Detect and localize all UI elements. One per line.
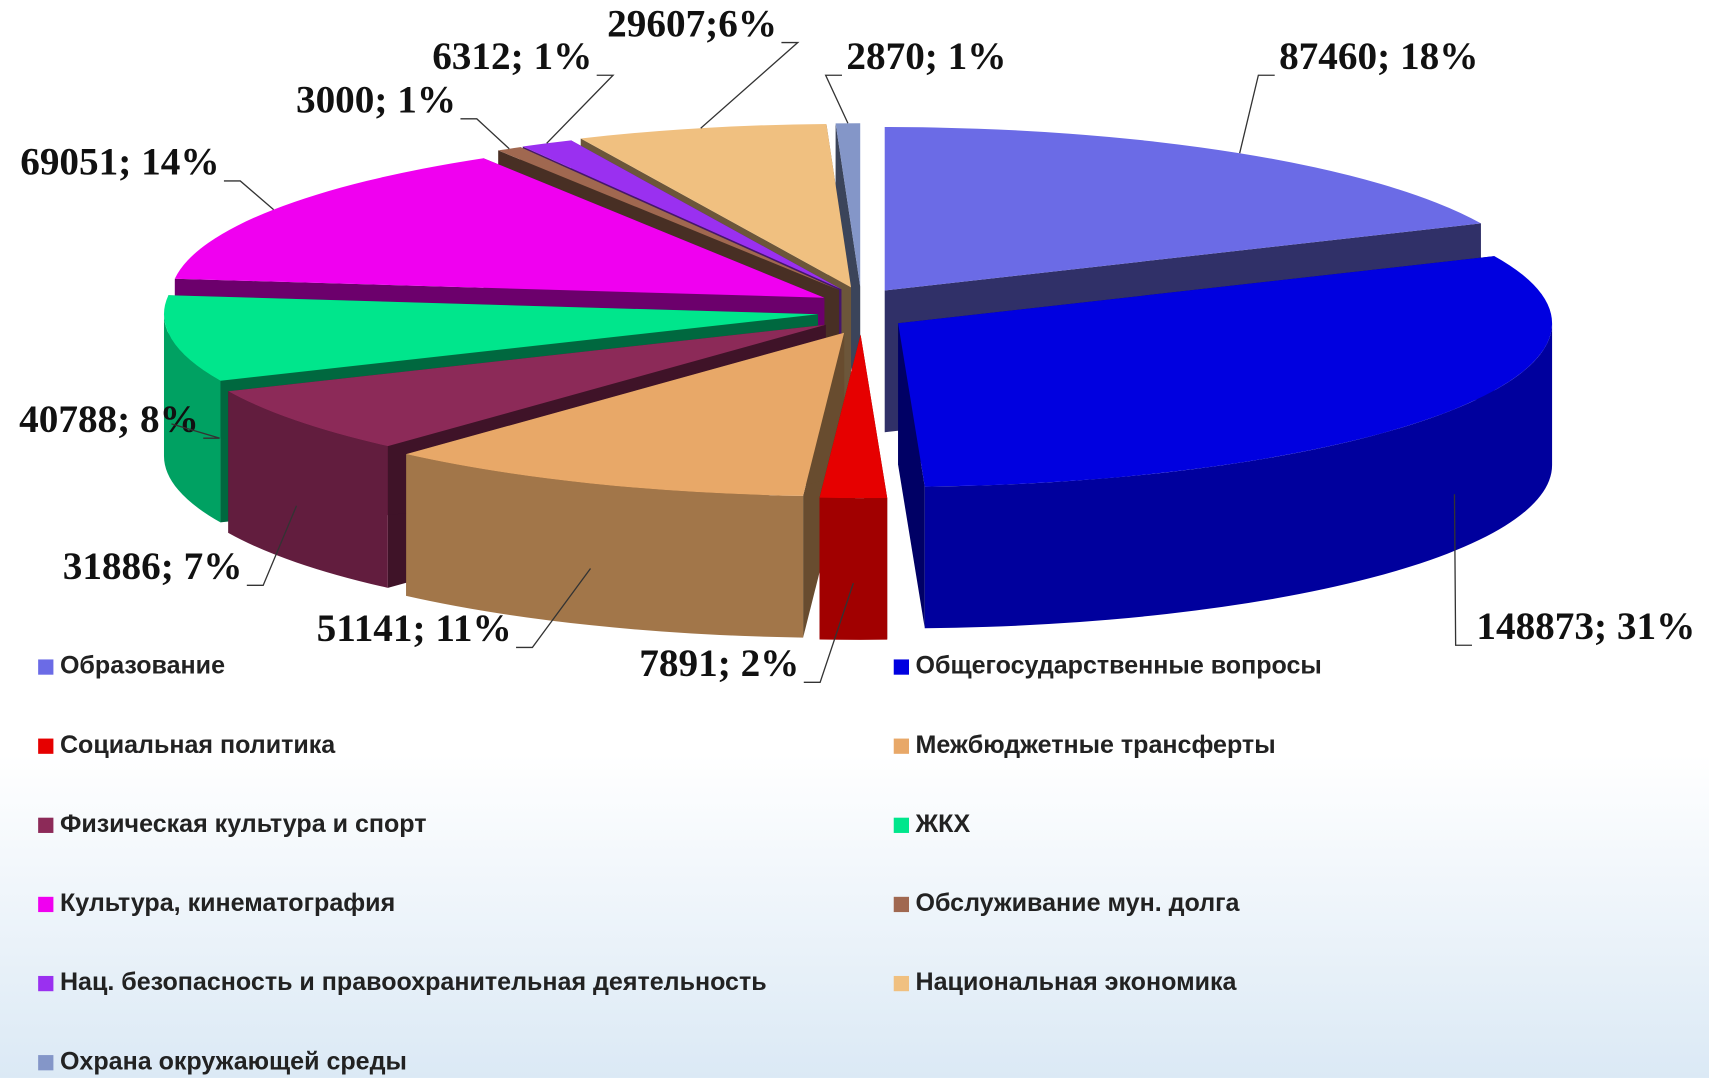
slice-wall bbox=[924, 323, 1553, 629]
slice-wall bbox=[406, 454, 804, 638]
leader-line bbox=[246, 505, 298, 586]
slice-wall bbox=[819, 497, 888, 640]
leader-line bbox=[460, 118, 510, 150]
data-label: 148873; 31% bbox=[1476, 605, 1695, 648]
data-label: 7891; 2% bbox=[639, 642, 799, 685]
slice bbox=[522, 140, 842, 290]
data-label: 51141; 11% bbox=[317, 607, 512, 650]
pie bbox=[163, 123, 1553, 640]
legend-label: Общегосударственные вопросы bbox=[916, 652, 1322, 680]
data-label: 87460; 18% bbox=[1279, 35, 1478, 78]
data-label: 69051; 14% bbox=[20, 141, 219, 184]
legend-swatch bbox=[893, 817, 909, 833]
leader-line bbox=[1453, 494, 1472, 646]
legend-swatch bbox=[38, 659, 54, 675]
leader-line bbox=[700, 41, 800, 129]
slice bbox=[835, 123, 861, 287]
data-label: 2870; 1% bbox=[846, 35, 1006, 78]
legend-label: Образование bbox=[60, 652, 225, 680]
legend-swatch bbox=[38, 817, 54, 833]
slice bbox=[174, 158, 825, 298]
legend-swatch bbox=[893, 975, 909, 992]
legend-swatch bbox=[38, 1055, 54, 1071]
legend-label: Обслуживание мун. долга bbox=[916, 889, 1241, 917]
leader-line bbox=[803, 582, 854, 683]
slice bbox=[898, 256, 1553, 487]
legend-swatch bbox=[893, 659, 909, 675]
legend-swatch bbox=[38, 738, 54, 754]
data-label: 6312; 1% bbox=[432, 35, 592, 78]
data-label: 31886; 7% bbox=[63, 545, 243, 588]
legend-label: Межбюджетные трансферты bbox=[916, 731, 1276, 759]
legend-label: Охрана окружающей среды bbox=[60, 1047, 407, 1075]
labels: 87460; 18% 148873; 31% 7891; 2% 51141; 11% 3… bbox=[19, 2, 1695, 685]
leader-line bbox=[1239, 74, 1275, 154]
data-label: 3000; 1% bbox=[296, 79, 456, 122]
legend-label: Национальная экономика bbox=[916, 968, 1238, 996]
legend-swatch bbox=[38, 896, 54, 913]
data-label: 29607;6% bbox=[607, 2, 777, 45]
legend-label: Физическая культура и спорт bbox=[60, 810, 427, 838]
legend-swatch bbox=[893, 738, 909, 754]
slice bbox=[884, 127, 1481, 291]
legend-swatch bbox=[893, 896, 909, 913]
data-label: 40788; 8% bbox=[19, 398, 199, 441]
legend: Образование Общегосударственные вопросы Со… bbox=[38, 652, 1322, 1075]
slice bbox=[580, 123, 852, 288]
slice-wall bbox=[228, 391, 388, 588]
leader-line bbox=[824, 74, 849, 124]
legend-label: Социальная политика bbox=[60, 731, 336, 759]
leader-line bbox=[223, 180, 275, 211]
leader-line bbox=[171, 423, 220, 439]
legend-label: ЖКХ bbox=[915, 810, 971, 838]
slice bbox=[163, 295, 818, 381]
legend-label: Нац. безопасность и правоохранительная д… bbox=[60, 968, 767, 996]
legend-label: Культура, кинематография bbox=[60, 889, 395, 917]
slice-wall bbox=[163, 314, 221, 523]
slice bbox=[406, 332, 845, 496]
slice bbox=[819, 334, 888, 499]
leader-line bbox=[546, 74, 615, 144]
slice-side bbox=[898, 323, 925, 629]
slice bbox=[228, 324, 826, 447]
slice bbox=[498, 147, 840, 290]
leader-line bbox=[516, 568, 592, 649]
legend-swatch bbox=[38, 975, 54, 992]
